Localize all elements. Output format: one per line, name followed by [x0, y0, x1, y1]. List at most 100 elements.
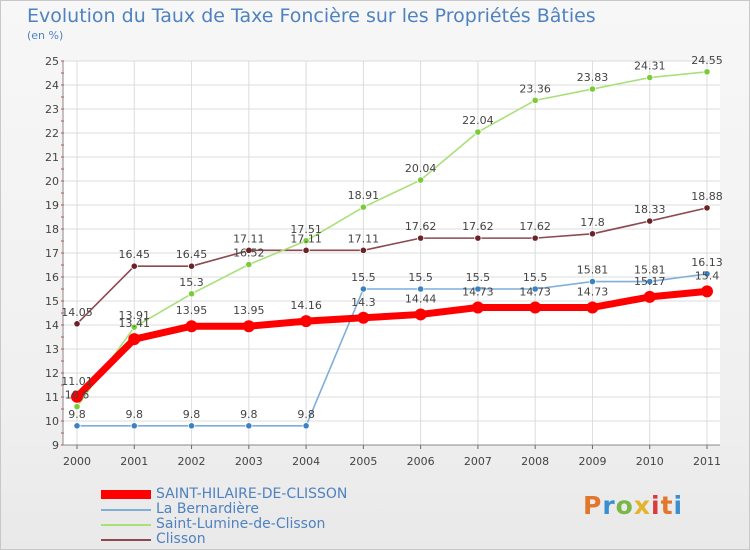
data-label: 14.73	[462, 285, 494, 298]
data-label: 13.95	[176, 304, 208, 317]
data-point	[414, 308, 427, 321]
data-point	[531, 285, 539, 293]
y-tick-label: 24	[45, 79, 59, 92]
y-tick-label: 10	[45, 415, 59, 428]
data-label: 9.8	[297, 408, 315, 421]
data-point	[130, 262, 138, 270]
data-point	[130, 422, 138, 430]
data-point	[586, 301, 599, 314]
logo-letter: r	[602, 491, 616, 520]
y-tick-label: 14	[45, 319, 59, 332]
y-tick-label: 20	[45, 175, 59, 188]
data-point	[245, 260, 253, 269]
data-label: 15.5	[523, 271, 548, 284]
data-label: 18.33	[634, 203, 666, 216]
data-point	[531, 96, 539, 104]
series-line	[76, 71, 708, 408]
data-point	[187, 262, 196, 270]
y-tick-label: 11	[45, 391, 59, 404]
data-label: 16.13	[691, 256, 723, 269]
data-point	[646, 277, 654, 286]
data-label: 9.8	[126, 408, 144, 421]
data-label: 14.3	[351, 296, 376, 309]
y-tick-label: 16	[45, 271, 59, 284]
data-point	[531, 234, 539, 242]
data-point	[359, 246, 367, 254]
data-label: 10.6	[65, 389, 90, 402]
data-label: 9.8	[68, 408, 86, 421]
data-label: 15.17	[634, 275, 666, 288]
y-tick-label: 22	[45, 127, 59, 140]
y-tick-label: 25	[45, 55, 59, 68]
data-label: 15.81	[577, 264, 609, 277]
data-label: 9.8	[183, 408, 201, 421]
data-label: 23.36	[519, 82, 551, 95]
y-tick-label: 23	[45, 103, 59, 116]
y-tick-label: 17	[45, 247, 59, 260]
data-label: 15.81	[634, 264, 666, 277]
data-point	[242, 320, 255, 333]
chart-title: Evolution du Taux de Taxe Foncière sur l…	[27, 5, 596, 27]
logo-letter: i	[673, 491, 684, 520]
data-label: 14.44	[405, 292, 437, 305]
data-label: 20.04	[405, 162, 437, 175]
data-point	[588, 230, 597, 238]
x-tick-label: 2002	[178, 455, 206, 468]
x-tick-label: 2003	[235, 455, 263, 468]
data-point	[703, 204, 711, 212]
data-label: 18.91	[348, 189, 380, 202]
legend-swatch	[101, 539, 151, 541]
logo-letter: i	[651, 491, 661, 520]
x-tick-label: 2010	[636, 455, 664, 468]
y-tick-label: 21	[45, 151, 59, 164]
proxiti-logo: Proxiti	[583, 491, 683, 520]
data-label: 17.51	[290, 223, 322, 236]
y-tick-label: 9	[52, 439, 59, 452]
x-tick-label: 2000	[63, 455, 91, 468]
y-tick-label: 18	[45, 223, 59, 236]
data-point	[474, 128, 482, 136]
logo-letter: t	[660, 491, 674, 520]
logo-letter: P	[583, 491, 603, 520]
data-point	[474, 234, 482, 242]
legend-label: SAINT-HILAIRE-DE-CLISSON	[156, 486, 348, 502]
legend-label: Saint-Lumine-de-Clisson	[156, 516, 326, 532]
data-point	[359, 203, 367, 211]
data-label: 17.62	[519, 220, 551, 233]
legend-swatch	[101, 524, 151, 526]
data-label: 18.88	[691, 190, 723, 203]
data-label: 17.8	[580, 216, 605, 229]
logo-letter: x	[633, 491, 651, 520]
y-tick-label: 19	[45, 199, 59, 212]
x-tick-label: 2011	[693, 455, 721, 468]
data-point	[73, 422, 81, 430]
data-label: 17.62	[405, 220, 437, 233]
data-label: 22.04	[462, 114, 494, 127]
data-point	[646, 217, 654, 225]
series-line	[76, 207, 708, 325]
data-point	[302, 246, 310, 254]
data-point	[302, 237, 310, 245]
data-point	[128, 333, 141, 346]
data-label: 15.4	[695, 269, 720, 282]
y-tick-label: 15	[45, 295, 59, 308]
data-label: 15.3	[179, 276, 204, 289]
data-label: 17.62	[462, 220, 494, 233]
data-point	[588, 277, 597, 286]
data-label: 16.45	[176, 248, 208, 261]
data-point	[245, 246, 253, 254]
legend-label: La Bernardière	[156, 501, 259, 517]
legend-swatch	[101, 509, 151, 511]
x-tick-label: 2007	[464, 455, 492, 468]
data-label: 13.95	[233, 304, 265, 317]
data-point	[417, 234, 425, 242]
data-point	[187, 290, 196, 298]
data-point	[71, 390, 83, 403]
data-point	[471, 301, 484, 314]
x-tick-label: 2004	[292, 455, 320, 468]
data-point	[302, 422, 310, 430]
data-point	[357, 311, 370, 324]
data-point	[245, 422, 253, 430]
